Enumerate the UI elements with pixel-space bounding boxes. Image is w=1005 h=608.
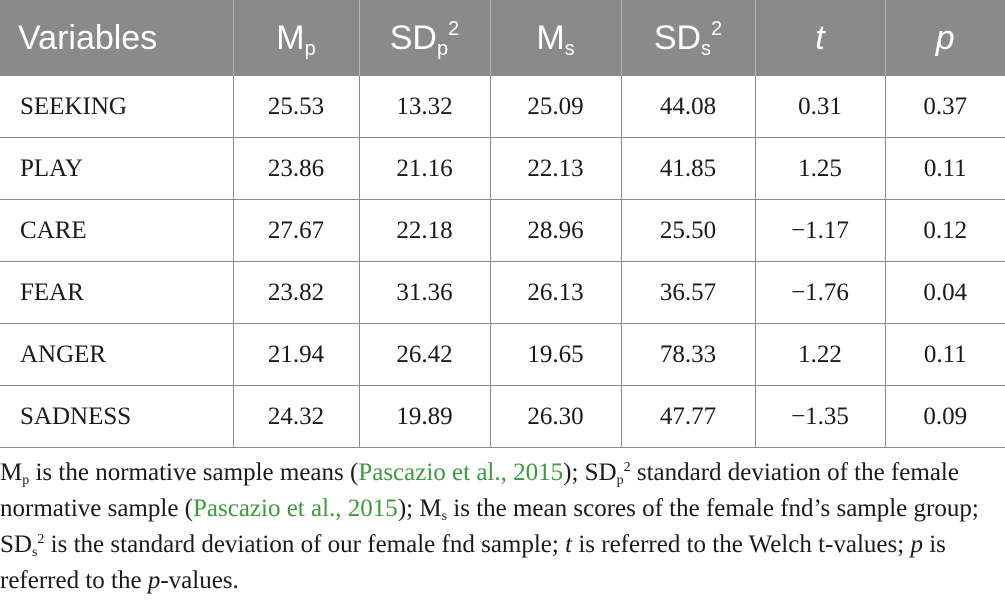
table-row: SEEKING 25.53 13.32 25.09 44.08 0.31 0.3… bbox=[0, 76, 1005, 138]
cell-variable: ANGER bbox=[0, 323, 233, 386]
header-row: Variables Mp SDp2 Ms SDs2 t p bbox=[0, 0, 1005, 76]
cell-sdp2: 19.89 bbox=[358, 385, 490, 448]
cell-t: 1.25 bbox=[754, 137, 885, 200]
cell-ms: 25.09 bbox=[489, 76, 621, 138]
cell-mp: 24.32 bbox=[232, 385, 359, 448]
cell-sds2: 47.77 bbox=[620, 385, 755, 448]
cell-sds2: 36.57 bbox=[620, 261, 755, 324]
cell-ms: 26.13 bbox=[489, 261, 621, 324]
cell-sdp2: 31.36 bbox=[358, 261, 490, 324]
cell-sds2: 25.50 bbox=[620, 199, 755, 262]
cell-sdp2: 26.42 bbox=[358, 323, 490, 386]
cell-mp: 23.82 bbox=[232, 261, 359, 324]
cell-p: 0.11 bbox=[884, 137, 1005, 200]
cell-p: 0.37 bbox=[884, 76, 1005, 138]
cell-t: −1.17 bbox=[754, 199, 885, 262]
cell-sds2: 44.08 bbox=[620, 76, 755, 138]
cell-p: 0.12 bbox=[884, 199, 1005, 262]
cell-t: −1.35 bbox=[754, 385, 885, 448]
cell-ms: 26.30 bbox=[489, 385, 621, 448]
cell-sdp2: 21.16 bbox=[358, 137, 490, 200]
cell-variable: PLAY bbox=[0, 137, 233, 200]
cell-sdp2: 22.18 bbox=[358, 199, 490, 262]
cell-mp: 27.67 bbox=[232, 199, 359, 262]
table-row: FEAR 23.82 31.36 26.13 36.57 −1.76 0.04 bbox=[0, 261, 1005, 324]
table-footnote: Mp is the normative sample means (Pascaz… bbox=[0, 459, 979, 594]
cell-ms: 22.13 bbox=[489, 137, 621, 200]
table-row: ANGER 21.94 26.42 19.65 78.33 1.22 0.11 bbox=[0, 323, 1005, 386]
cell-variable: CARE bbox=[0, 199, 233, 262]
header-p: p bbox=[884, 0, 1005, 76]
cell-sds2: 41.85 bbox=[620, 137, 755, 200]
cell-t: 0.31 bbox=[754, 76, 885, 138]
cell-sds2: 78.33 bbox=[620, 323, 755, 386]
cell-p: 0.11 bbox=[884, 323, 1005, 386]
header-mp: Mp bbox=[232, 0, 359, 76]
header-variables: Variables bbox=[18, 18, 158, 57]
cell-sdp2: 13.32 bbox=[358, 76, 490, 138]
header-ms: Ms bbox=[489, 0, 621, 76]
header-sds2: SDs2 bbox=[620, 0, 755, 76]
data-table: Variables Mp SDp2 Ms SDs2 t p SEEKING 25… bbox=[0, 0, 1005, 448]
table-row: CARE 27.67 22.18 28.96 25.50 −1.17 0.12 bbox=[0, 199, 1005, 262]
citation-link[interactable]: Pascazio et al., 2015 bbox=[193, 495, 398, 522]
table-row: PLAY 23.86 21.16 22.13 41.85 1.25 0.11 bbox=[0, 137, 1005, 200]
cell-variable: SEEKING bbox=[0, 76, 233, 138]
cell-ms: 19.65 bbox=[489, 323, 621, 386]
header-t: t bbox=[754, 0, 885, 76]
header-sdp2: SDp2 bbox=[358, 0, 490, 76]
cell-t: 1.22 bbox=[754, 323, 885, 386]
cell-mp: 25.53 bbox=[232, 76, 359, 138]
cell-mp: 21.94 bbox=[232, 323, 359, 386]
cell-p: 0.04 bbox=[884, 261, 1005, 324]
cell-p: 0.09 bbox=[884, 385, 1005, 448]
cell-variable: SADNESS bbox=[0, 385, 233, 448]
cell-mp: 23.86 bbox=[232, 137, 359, 200]
table-row: SADNESS 24.32 19.89 26.30 47.77 −1.35 0.… bbox=[0, 385, 1005, 448]
cell-variable: FEAR bbox=[0, 261, 233, 324]
citation-link[interactable]: Pascazio et al., 2015 bbox=[358, 459, 564, 486]
cell-t: −1.76 bbox=[754, 261, 885, 324]
cell-ms: 28.96 bbox=[489, 199, 621, 262]
